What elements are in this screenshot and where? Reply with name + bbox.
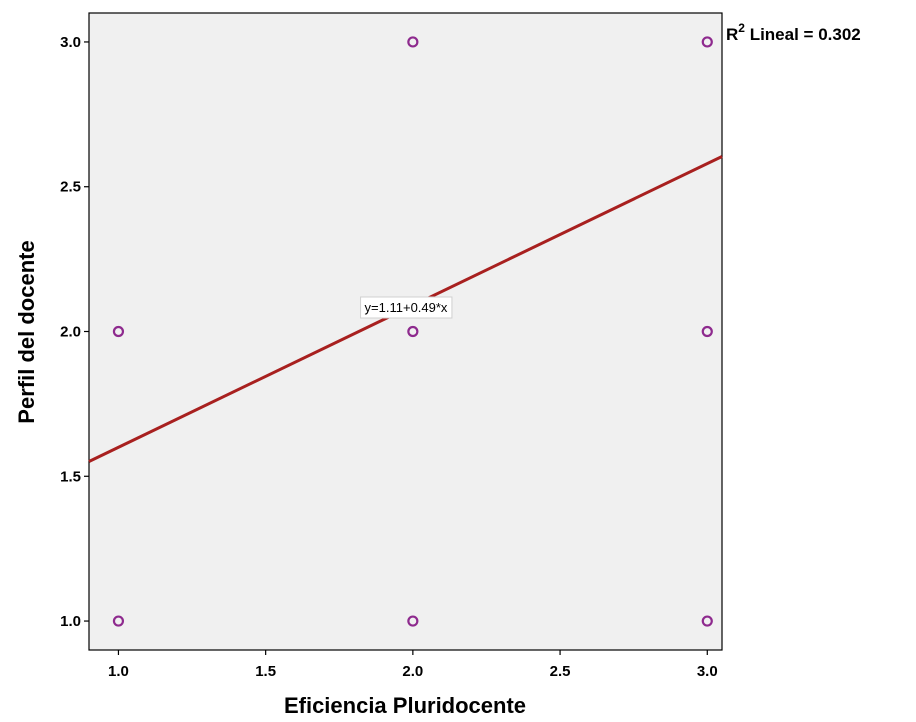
- equation-label-box: y=1.11+0.49*x: [361, 297, 452, 318]
- x-axis-title: Eficiencia Pluridocente: [284, 693, 526, 718]
- r2-text: Lineal = 0.302: [745, 25, 861, 44]
- y-tick-label-5: 3.0: [60, 34, 81, 51]
- plot-area: [89, 13, 722, 650]
- x-tick-label-1: 1.0: [108, 663, 129, 680]
- y-tick-label-2: 1.5: [60, 468, 81, 485]
- y-tick-label-4: 2.5: [60, 179, 81, 196]
- r2-annotation: R2 Lineal = 0.302: [726, 21, 861, 44]
- y-axis-title: Perfil del docente: [14, 240, 39, 423]
- x-tick-label-3: 2.0: [402, 663, 423, 680]
- x-tick-label-4: 2.5: [550, 663, 571, 680]
- x-tick-label-5: 3.0: [697, 663, 718, 680]
- y-tick-label-1: 1.0: [60, 613, 81, 630]
- equation-text: y=1.11+0.49*x: [365, 300, 448, 315]
- x-tick-label-2: 1.5: [255, 663, 276, 680]
- y-tick-label-3: 2.0: [60, 324, 81, 341]
- r2-prefix: R: [726, 25, 738, 44]
